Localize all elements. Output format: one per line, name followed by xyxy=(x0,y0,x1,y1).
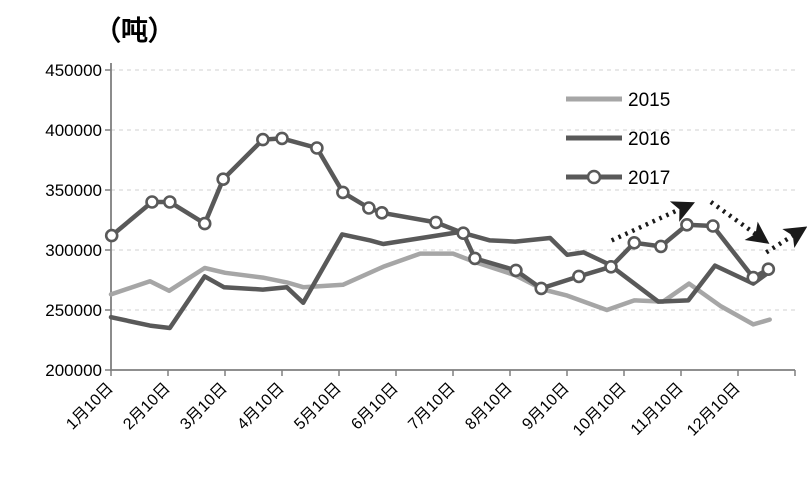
data-point-marker-2017 xyxy=(429,215,443,230)
x-tick-label: 7月10日 xyxy=(405,380,459,434)
data-point-marker-2017 xyxy=(680,218,694,232)
x-tick-label: 6月10日 xyxy=(348,380,402,434)
legend-item-2015: 2015 xyxy=(566,90,670,111)
x-tick-label: 9月10日 xyxy=(519,380,573,434)
data-point-marker-2017 xyxy=(534,281,549,296)
y-tick-label: 200000 xyxy=(45,361,102,380)
axes xyxy=(110,63,795,371)
legend-marker-2017 xyxy=(586,169,602,185)
y-tick-label: 350000 xyxy=(45,181,102,200)
y-tick-label: 450000 xyxy=(45,61,102,80)
data-point-marker-2017 xyxy=(627,236,642,250)
data-point-marker-2017 xyxy=(197,216,212,231)
data-point-marker-2017 xyxy=(145,195,159,209)
series-line-2016 xyxy=(108,229,772,331)
legend-item-2017: 2017 xyxy=(566,168,670,189)
y-tick-label: 250000 xyxy=(45,301,102,320)
x-axis-labels: 1月10日 2月10日 3月10日 4月10日 5月10日 6月10日 7月10日 8月10日… xyxy=(63,370,796,440)
data-point-marker-2017 xyxy=(572,269,586,284)
legend-label-2016: 2016 xyxy=(628,129,670,150)
x-tick-label: 3月10日 xyxy=(177,380,231,434)
data-point-marker-2017 xyxy=(275,131,289,146)
data-point-marker-2017 xyxy=(256,132,270,147)
x-tick-label: 1月10日 xyxy=(63,380,117,434)
legend-item-2016: 2016 xyxy=(566,129,670,150)
x-tick-label: 2月10日 xyxy=(120,380,174,434)
data-point-marker-2017 xyxy=(706,219,720,233)
data-point-marker-2017 xyxy=(163,195,177,209)
x-tick-label: 12月10日 xyxy=(684,380,744,440)
data-point-marker-2017 xyxy=(216,172,230,186)
series-lines xyxy=(104,131,776,331)
unit-label: （吨） xyxy=(94,16,175,46)
data-point-marker-2017 xyxy=(310,141,324,155)
trend-arrow xyxy=(765,226,807,255)
legend-label-2015: 2015 xyxy=(628,90,670,111)
data-point-marker-2017 xyxy=(746,270,761,285)
x-tick-label: 10月10日 xyxy=(570,380,630,440)
x-tick-label: 11月10日 xyxy=(628,380,687,439)
series-line-2017 xyxy=(109,136,771,291)
x-tick-label: 4月10日 xyxy=(234,380,288,434)
x-tick-label: 8月10日 xyxy=(462,380,516,434)
trend-arrow xyxy=(709,200,770,244)
data-point-marker-2017 xyxy=(375,206,389,220)
data-point-marker-2017 xyxy=(604,259,618,274)
legend: 2015 2016 2017 xyxy=(566,90,670,189)
data-point-marker-2017 xyxy=(456,226,471,240)
data-point-marker-2017 xyxy=(362,201,376,215)
data-point-marker-2017 xyxy=(654,239,668,254)
data-point-marker-2017 xyxy=(336,185,350,200)
data-point-marker-2017 xyxy=(104,228,119,243)
trend-arrows xyxy=(610,200,807,255)
gridlines xyxy=(111,69,795,311)
data-point-marker-2017 xyxy=(761,262,776,277)
series-line-2015 xyxy=(108,251,772,327)
y-tick-label: 400000 xyxy=(45,121,102,140)
data-point-marker-2017 xyxy=(509,263,523,278)
legend-label-2017: 2017 xyxy=(628,168,670,189)
x-tick-label: 5月10日 xyxy=(291,380,345,434)
y-axis-labels: 450000 400000 350000 300000 250000 200000 xyxy=(45,61,111,380)
trend-arrow xyxy=(610,201,695,243)
y-tick-label: 300000 xyxy=(45,241,102,260)
data-point-marker-2017 xyxy=(468,251,482,266)
